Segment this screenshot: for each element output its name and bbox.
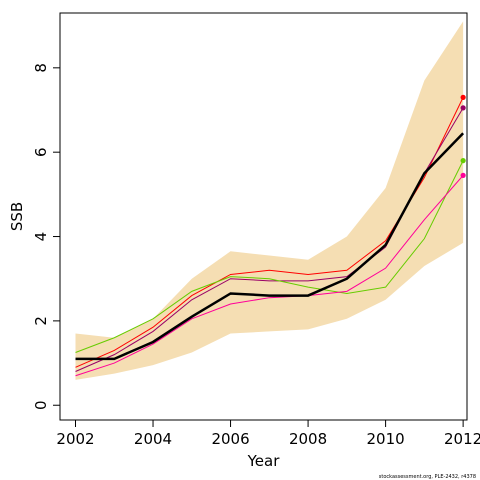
y-tick-label: 2 xyxy=(32,316,50,326)
series-end-point-4 xyxy=(460,172,466,178)
estimate-line xyxy=(75,132,465,361)
series-end-point-3 xyxy=(460,158,466,164)
x-tick-label: 2012 xyxy=(444,430,480,448)
end-points-layer xyxy=(460,94,466,178)
series-line-3 xyxy=(75,160,464,353)
series-end-point-2 xyxy=(460,105,466,111)
x-tick-label: 2008 xyxy=(289,430,327,448)
y-tick-label: 0 xyxy=(32,400,50,410)
y-axis-title: SSB xyxy=(8,202,26,231)
x-axis-title: Year xyxy=(247,452,281,470)
y-axis: 0 2 4 6 8 xyxy=(32,63,60,410)
x-tick-label: 2010 xyxy=(367,430,405,448)
plot-frame xyxy=(59,12,468,421)
credit-text: stockassessment.org, PLE-2432, r4378 xyxy=(379,474,476,480)
y-tick-label: 6 xyxy=(32,147,50,157)
confidence-band xyxy=(75,21,464,380)
y-tick-label: 4 xyxy=(32,232,50,242)
series-lines-layer xyxy=(75,97,465,377)
series-line-4 xyxy=(75,175,464,377)
y-tick-label: 8 xyxy=(32,63,50,73)
x-tick-label: 2006 xyxy=(211,430,249,448)
x-axis: 2002 2004 2006 2008 2010 2012 xyxy=(56,420,480,448)
confidence-band-layer xyxy=(75,21,464,380)
x-tick-label: 2002 xyxy=(56,430,94,448)
series-end-point-1 xyxy=(460,94,466,100)
x-tick-label: 2004 xyxy=(134,430,172,448)
